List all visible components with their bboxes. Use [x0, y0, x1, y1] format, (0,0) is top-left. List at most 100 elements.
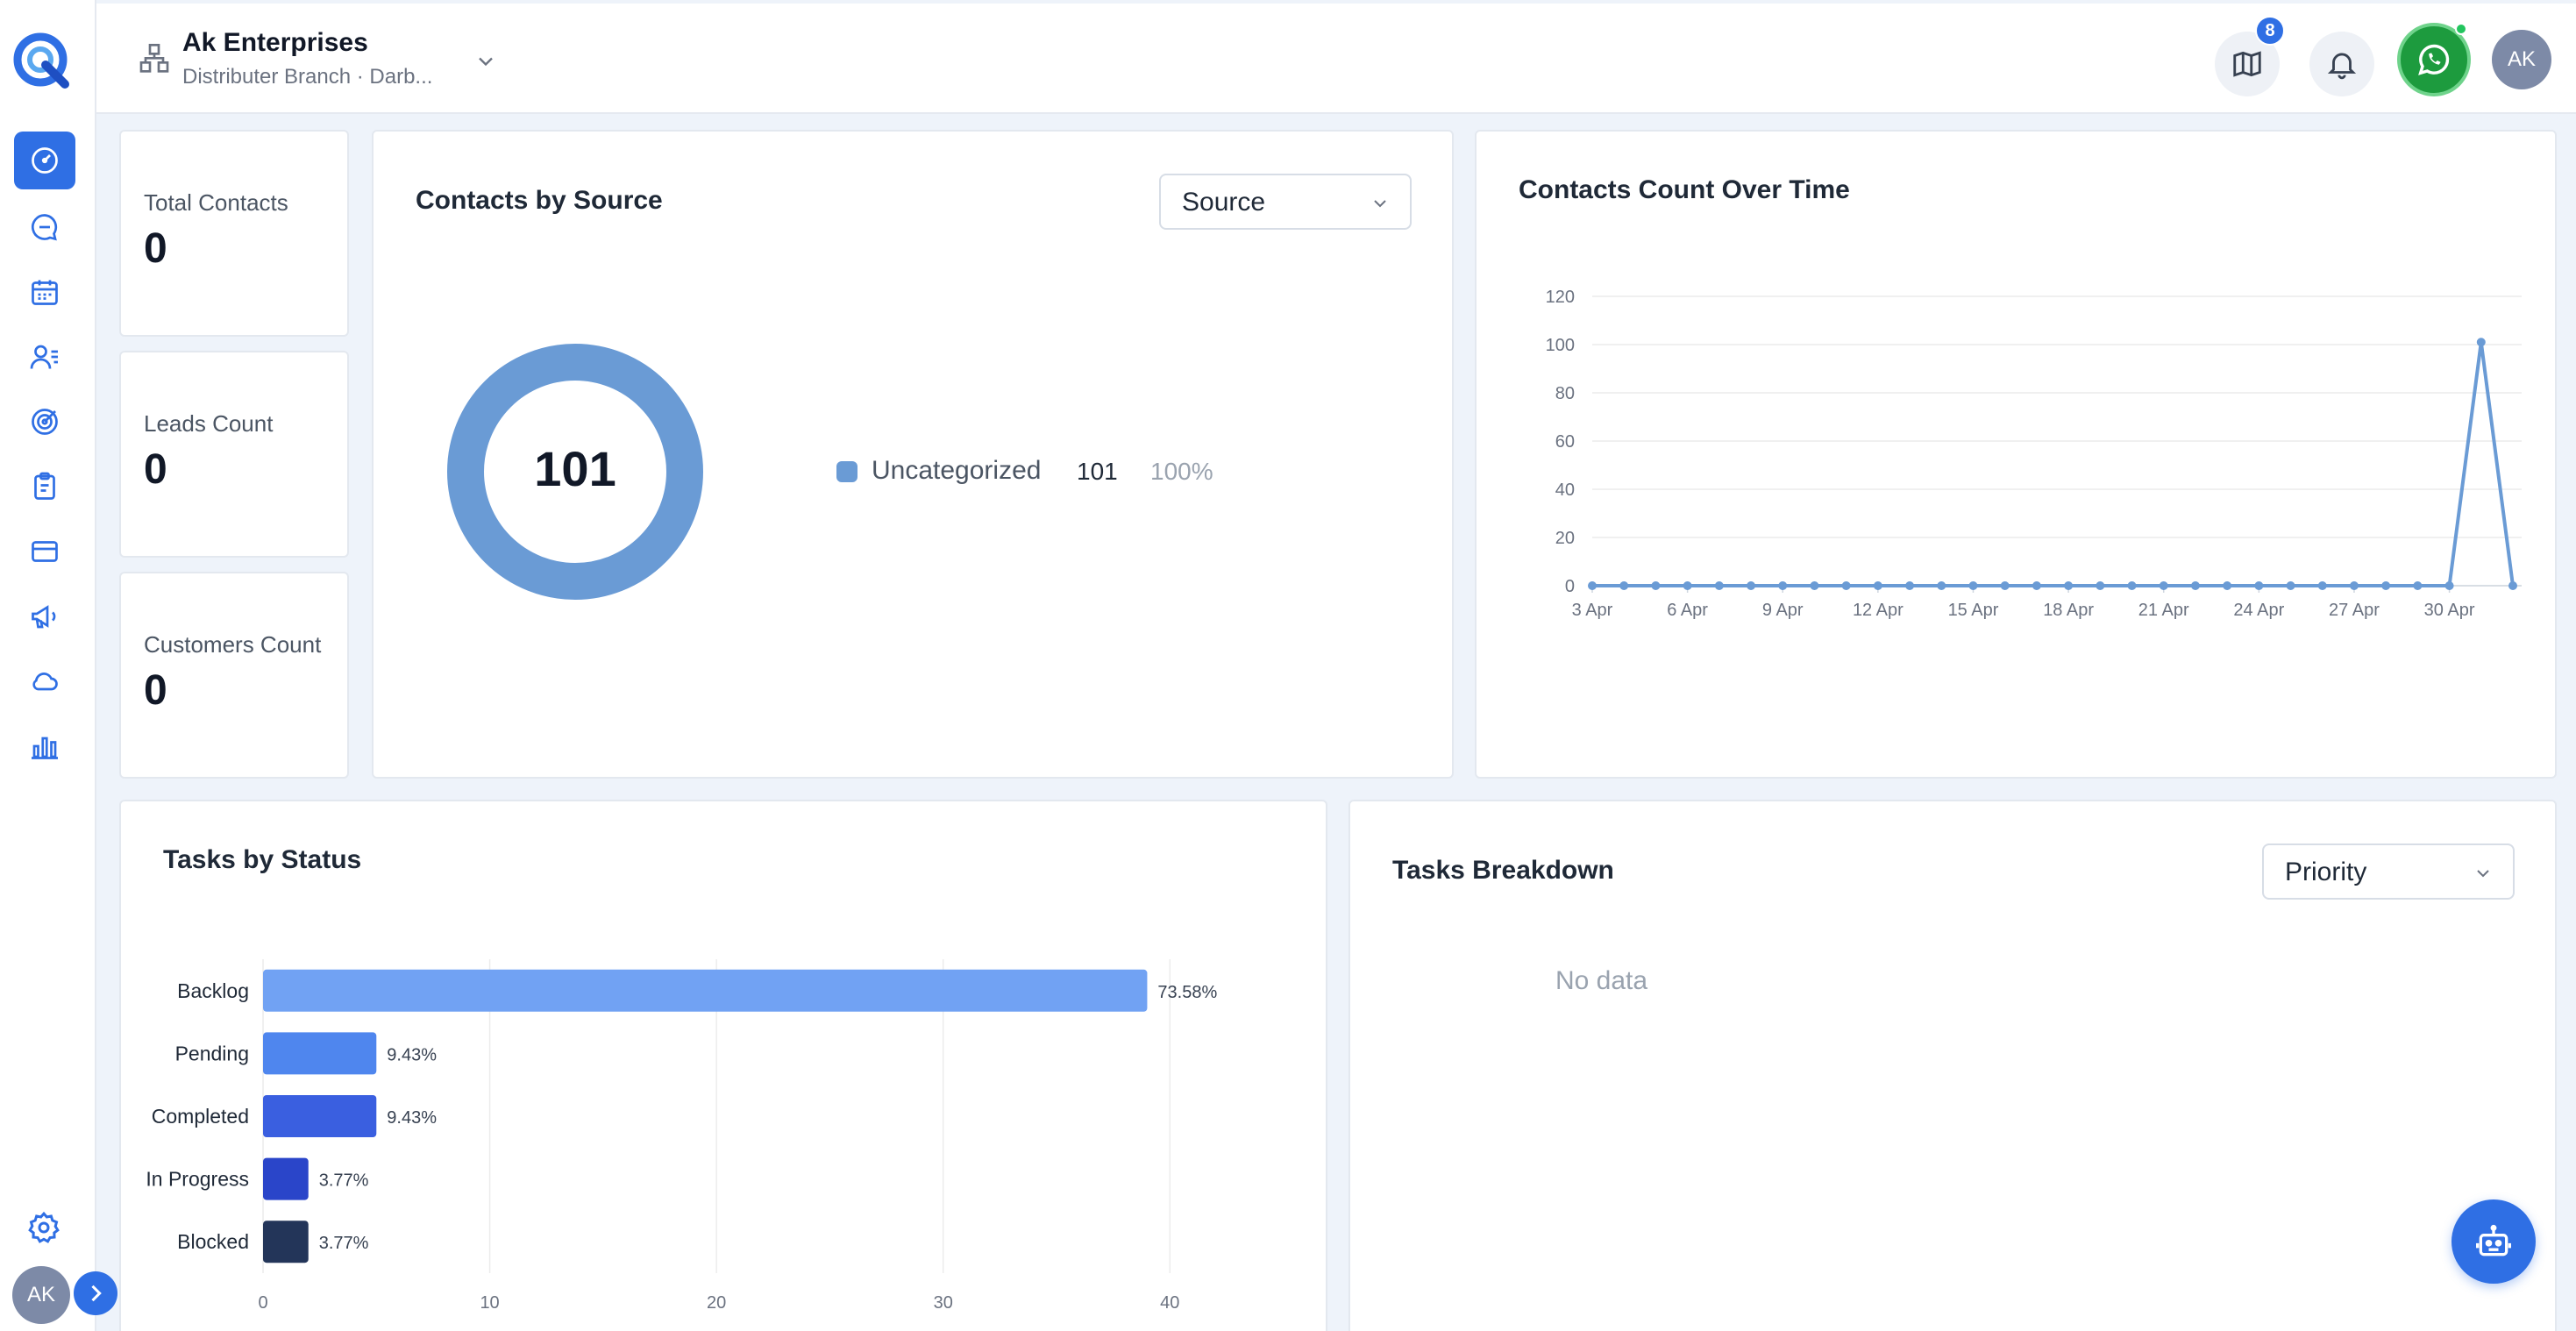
- data-point[interactable]: [1841, 581, 1851, 590]
- sidebar-expand-button[interactable]: [74, 1271, 117, 1315]
- data-point[interactable]: [2317, 581, 2327, 590]
- y-tick-label: 120: [1546, 288, 1575, 307]
- data-point[interactable]: [2032, 581, 2041, 590]
- y-tick-label: 60: [1555, 432, 1575, 452]
- notification-badge: 8: [2255, 16, 2285, 46]
- data-point[interactable]: [2476, 338, 2486, 347]
- data-point[interactable]: [2096, 581, 2105, 590]
- x-tick-label: 21 Apr: [2138, 601, 2189, 620]
- nav-chat[interactable]: [14, 198, 75, 256]
- bar[interactable]: [263, 1221, 309, 1263]
- nav-tasks[interactable]: [14, 458, 75, 516]
- y-tick-label: 80: [1555, 384, 1575, 403]
- nav-contacts[interactable]: [14, 328, 75, 386]
- data-point[interactable]: [1683, 581, 1692, 590]
- nav-targets[interactable]: [14, 393, 75, 451]
- category-label: Blocked: [177, 1230, 249, 1253]
- bar[interactable]: [263, 1032, 377, 1075]
- target-icon: [32, 409, 58, 435]
- stat-label: Leads Count: [144, 410, 274, 437]
- whatsapp-icon: [2418, 44, 2450, 75]
- sidebar-avatar[interactable]: AK: [12, 1266, 70, 1324]
- data-point[interactable]: [2349, 581, 2359, 590]
- data-point[interactable]: [1588, 581, 1597, 590]
- contacts-icon: [30, 345, 58, 369]
- data-point[interactable]: [1968, 581, 1978, 590]
- chatbot-button[interactable]: [2451, 1199, 2536, 1284]
- data-label: 3.77%: [319, 1171, 369, 1191]
- data-point[interactable]: [2127, 581, 2137, 590]
- nav-cloud[interactable]: [14, 652, 75, 710]
- series-line: [1592, 341, 2515, 587]
- data-point[interactable]: [2000, 581, 2010, 590]
- nav-billing[interactable]: [14, 523, 75, 580]
- card-title: Contacts by Source: [416, 186, 663, 215]
- data-point[interactable]: [1905, 581, 1915, 590]
- app-logo[interactable]: [11, 26, 77, 93]
- megaphone-icon: [32, 605, 56, 629]
- data-point[interactable]: [2159, 581, 2168, 590]
- legend-percent: 100%: [1150, 458, 1213, 485]
- data-point[interactable]: [1747, 581, 1756, 590]
- nav-calendar[interactable]: [14, 263, 75, 321]
- donut-center-label: 101: [534, 441, 616, 496]
- donut-slice[interactable]: [447, 344, 703, 600]
- data-point[interactable]: [2064, 581, 2074, 590]
- whatsapp-button[interactable]: [2397, 23, 2471, 96]
- source-select[interactable]: Source: [1159, 174, 1412, 230]
- data-point[interactable]: [1937, 581, 1946, 590]
- data-point[interactable]: [1810, 581, 1819, 590]
- chevron-down-icon[interactable]: [473, 49, 498, 74]
- data-point[interactable]: [1778, 581, 1788, 590]
- org-name[interactable]: Ak Enterprises: [182, 28, 368, 57]
- card-icon: [32, 541, 58, 562]
- stat-label: Customers Count: [144, 631, 322, 658]
- x-tick-label: 6 Apr: [1667, 601, 1708, 620]
- no-data-text: No data: [1555, 966, 1648, 995]
- user-avatar[interactable]: AK: [2492, 30, 2551, 89]
- y-tick-label: 100: [1546, 336, 1575, 355]
- data-label: 9.43%: [387, 1045, 437, 1064]
- gear-icon[interactable]: [26, 1210, 61, 1245]
- data-point[interactable]: [2286, 581, 2295, 590]
- nav-campaigns[interactable]: [14, 587, 75, 645]
- x-tick-label: 10: [480, 1293, 499, 1313]
- x-tick-label: 20: [707, 1293, 726, 1313]
- bar[interactable]: [263, 1095, 377, 1137]
- card-title: Contacts Count Over Time: [1519, 175, 1850, 204]
- data-point[interactable]: [2444, 581, 2454, 590]
- data-point[interactable]: [1873, 581, 1882, 590]
- bar-chart: 0 10 20 30 40 Backlog 73.58% Pending 9.43% Comple…: [146, 959, 1217, 1313]
- data-point[interactable]: [1619, 581, 1629, 590]
- x-tick-label: 9 Apr: [1762, 601, 1804, 620]
- bar[interactable]: [263, 969, 1148, 1012]
- category-label: In Progress: [146, 1168, 249, 1191]
- priority-select[interactable]: Priority: [2262, 843, 2515, 900]
- org-subtitle[interactable]: Distributer Branch · Darb...: [182, 65, 433, 89]
- data-point[interactable]: [2508, 581, 2517, 590]
- map-icon: [2233, 51, 2261, 77]
- line-chart: 0 20 40 60 80 100 120 3 Apr 6 Apr 9 Apr 12 Apr 15 A…: [1546, 288, 2522, 620]
- data-label: 3.77%: [319, 1234, 369, 1253]
- x-tick-label: 12 Apr: [1853, 601, 1904, 620]
- nav-dashboard[interactable]: [14, 132, 75, 189]
- data-point[interactable]: [2223, 581, 2232, 590]
- data-point[interactable]: [2190, 581, 2200, 590]
- organization-icon: [139, 44, 169, 73]
- x-tick-label: 15 Apr: [1948, 601, 1999, 620]
- sidebar: AK: [0, 0, 117, 1331]
- legend-color-swatch: [836, 461, 857, 482]
- data-point[interactable]: [1651, 581, 1661, 590]
- x-tick-label: 30: [934, 1293, 953, 1313]
- notifications-button[interactable]: [2309, 32, 2374, 96]
- x-tick-label: 30 Apr: [2424, 601, 2475, 620]
- data-point[interactable]: [1714, 581, 1724, 590]
- x-tick-label: 3 Apr: [1572, 601, 1613, 620]
- bar[interactable]: [263, 1157, 309, 1200]
- data-point[interactable]: [2254, 581, 2264, 590]
- bell-icon: [2327, 53, 2357, 80]
- nav-reports[interactable]: [14, 717, 75, 775]
- data-point[interactable]: [2413, 581, 2423, 590]
- chevron-right-icon: [91, 1285, 102, 1302]
- data-point[interactable]: [2381, 581, 2391, 590]
